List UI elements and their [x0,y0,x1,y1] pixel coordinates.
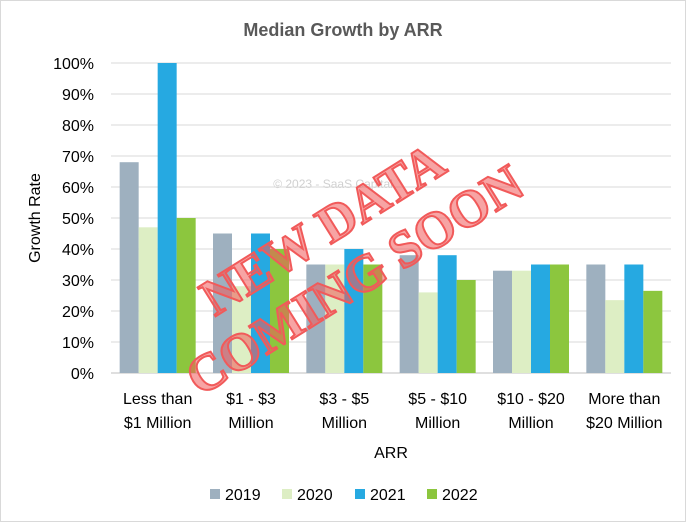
legend-label: 2022 [442,487,478,504]
x-tick-label: $5 - $10 [408,391,467,408]
x-tick-label: $1 - $3 [226,391,276,408]
x-tick-label: Million [228,415,273,432]
y-tick-label: 100% [53,56,94,73]
bar [550,264,569,373]
bar [418,292,438,373]
x-tick-labels: Less than $1 Million $1 - $3 Million $3 - $5… [123,391,663,432]
bar [157,63,177,373]
legend-swatch [210,489,220,499]
x-axis-label: ARR [374,445,408,462]
x-tick-label: Million [415,415,460,432]
x-tick-label: Million [322,415,367,432]
y-tick-label: 90% [62,87,94,104]
legend-swatch [427,489,437,499]
bar [456,280,476,373]
bar [605,300,625,373]
bar [213,233,232,373]
bar [493,270,512,373]
legend-label: 2020 [297,487,333,504]
y-tick-label: 0% [71,366,94,383]
legend-swatch [282,489,292,499]
bar [119,162,139,373]
y-tick-label: 10% [62,335,94,352]
bar [531,264,550,373]
legend-label: 2019 [225,487,261,504]
x-tick-label: $3 - $5 [319,391,369,408]
y-tick-label: 50% [62,211,94,228]
y-tick-label: 70% [62,149,94,166]
bar [437,255,457,373]
x-tick-label: More than [588,391,660,408]
x-tick-label: $10 - $20 [497,391,565,408]
x-tick-label: $1 Million [124,415,192,432]
bar [643,290,663,373]
bar [586,264,606,373]
y-tick-label: 40% [62,242,94,259]
x-tick-label: Million [508,415,553,432]
x-tick-label: Less than [123,391,192,408]
bar [512,270,531,373]
legend-label: 2021 [370,487,406,504]
bar [138,227,158,373]
bar [306,264,326,373]
legend: 2019 2020 2021 2022 [210,487,478,504]
y-axis-label: Growth Rate [27,173,44,263]
bars [119,63,663,373]
y-tick-label: 20% [62,304,94,321]
chart-title: Median Growth by ARR [243,20,442,40]
bar [325,264,345,373]
y-tick-label: 80% [62,118,94,135]
bar [176,218,196,373]
legend-swatch [355,489,365,499]
y-tick-label: 60% [62,180,94,197]
y-tick-label: 30% [62,273,94,290]
bar [232,286,251,373]
y-tick-labels: 0% 10% 20% 30% 40% 50% 60% 70% 80% 90% 100% [53,56,94,383]
bar [270,249,289,373]
gridlines [111,62,671,374]
bar [399,255,419,373]
x-tick-label: $20 Million [586,415,662,432]
bar [363,264,383,373]
bar [624,264,644,373]
bar [344,249,364,373]
bar [251,233,270,373]
